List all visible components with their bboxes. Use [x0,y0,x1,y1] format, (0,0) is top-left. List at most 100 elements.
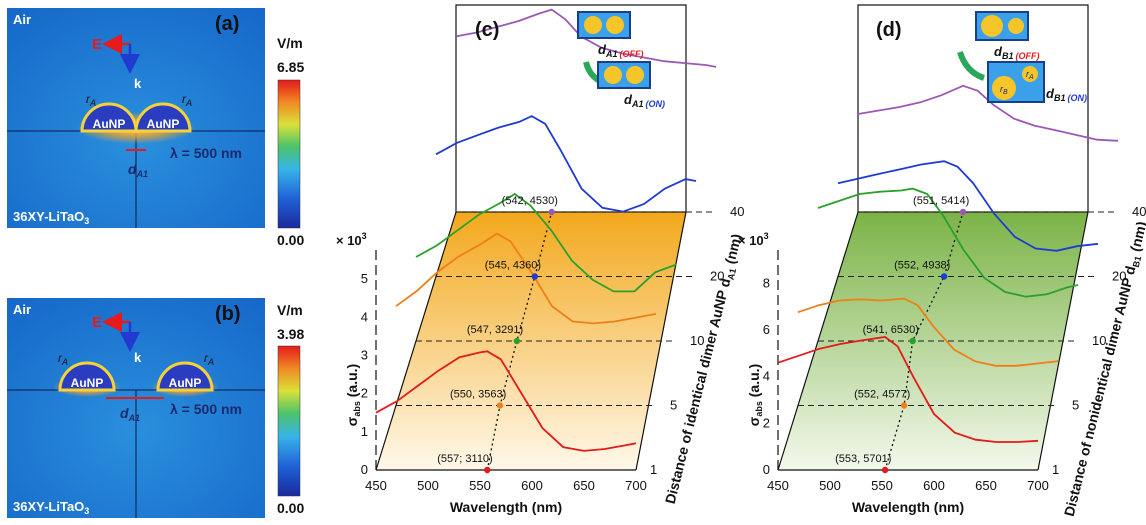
inset-particle [1008,18,1024,34]
y-multiplier: × 103 [738,231,769,248]
peak-track [486,211,553,471]
radius-label-left: rA [58,351,68,367]
inset-radius-a: rA [1026,69,1034,81]
peak-marker [909,337,916,345]
peak-marker [940,273,948,280]
panel-label: (d) [876,19,902,41]
depth-tick-label: 1 [650,462,657,477]
wavelength-label: λ = 500 nm [170,145,242,161]
y-tick-label: 2 [763,415,770,430]
peak-marker [548,208,555,216]
y-tick-label: 2 [361,386,368,401]
colorbar [277,79,301,229]
series-line [817,187,1079,298]
y-tick-label: 6 [763,322,770,337]
peak-annotation: (550, 3563) [450,389,506,401]
particle-label-right: AuNP [169,376,202,390]
panel-label: (c) [475,19,499,41]
depth-tick-label: 1 [1052,462,1059,477]
particle-label-left: AuNP [93,117,126,131]
peak-marker [959,208,967,216]
y-tick-label: 0 [763,462,770,477]
x-tick-label: 650 [573,478,595,493]
chart-c-back-wall [455,4,687,213]
inset-particle [626,66,644,84]
peak-marker [881,466,889,474]
peak-track [884,211,964,471]
field-map-a: Air (a) E k rA rA AuNP AuNP dA1 λ = 500 … [7,8,304,248]
e-field-label: E [92,36,102,53]
colorbar [277,345,301,497]
depth-tick-label: 40 [1132,204,1146,219]
radius-label-right: rA [182,92,192,108]
inset-on-label: dA1 (ON) [624,92,665,109]
medium-top-label: Air [13,302,31,317]
series-line [435,115,697,213]
x-tick-label: 450 [365,478,387,493]
e-field-label: E [92,314,102,331]
x-tick-label: 600 [923,478,945,493]
peak-marker [513,337,521,345]
inset-transition-arrow [957,51,986,81]
nanoparticle-right [134,102,192,133]
gap-label: dA1 [120,405,140,423]
x-axis-title: Wavelength (nm) [450,499,562,515]
inset-particle [604,66,622,84]
x-tick-label: 550 [469,478,491,493]
peak-annotation: (552, 4577) [854,389,910,401]
y-multiplier: × 103 [336,231,367,248]
y-tick-label: 4 [361,309,368,324]
depth-tick-label: 5 [1072,398,1079,413]
inset-off-label: dA1 (OFF) [598,42,643,59]
depth-tick-label: 40 [730,204,744,219]
peak-annotation: (542, 4530) [502,195,558,207]
y-axis-title: σabs (a.u.) [746,364,764,426]
inset-off-label: dB1 (OFF) [994,44,1039,61]
inset-particle [606,16,624,34]
series-line [395,232,657,325]
y-tick-label: 0 [361,462,368,477]
inset-radius-b: rB [1000,84,1008,96]
series-line [777,336,1039,443]
depth-tick-label: 20 [710,269,724,284]
chart-c-guides [396,211,716,471]
chart-c-ticks: 450 500 550 600 650 700 0 1 2 3 4 5 1 5 10 20 40 [361,204,745,493]
x-tick-label: 450 [767,478,789,493]
inset-on-box [987,61,1045,103]
chart-c-inset: dA1 (OFF) dA1 (ON) [577,11,665,109]
y-tick-label: 4 [763,369,770,384]
colorbar-max: 3.98 [277,326,304,342]
x-tick-label: 500 [417,478,439,493]
peak-annotation: (553, 5701) [835,453,891,465]
peak-annotation: (547, 3291) [467,324,523,336]
peak-annotation: (545, 4360) [485,260,541,272]
depth-tick-label: 10 [690,333,704,348]
panel-label: (b) [215,303,241,325]
series-line [797,297,1059,367]
chart-d-back-wall [857,4,1089,213]
depth-tick-label: 20 [1112,269,1126,284]
inset-particle [981,15,1003,37]
inset-particle [992,76,1016,100]
x-tick-label: 500 [819,478,841,493]
y-tick-label: 3 [361,347,368,362]
nanoparticle-left [80,102,138,133]
chart-d-ticks: 450 500 550 600 650 700 0 2 4 6 8 1 5 10 20 40 [763,204,1146,493]
colorbar-max: 6.85 [277,59,304,75]
substrate-label: 36XY-LiTaO3 [13,209,89,226]
x-tick-label: 650 [975,478,997,493]
nanoparticle-right [156,361,214,392]
field-map-b: Air (b) E k rA rA AuNP AuNP dA1 λ = 500 … [7,298,304,518]
wavelength-label: λ = 500 nm [170,401,242,417]
peak-marker [531,273,538,280]
series-line [415,192,677,293]
gap-label: dA1 [128,161,148,179]
peak-annotation: (552, 4938) [894,260,950,272]
panel-label: (a) [215,13,239,35]
nanoparticle-left [58,361,116,392]
colorbar-min: 0.00 [277,232,304,248]
y-axis-title: σabs (a.u.) [344,364,362,426]
colorbar-unit: V/m [277,302,303,318]
x-tick-label: 550 [871,478,893,493]
